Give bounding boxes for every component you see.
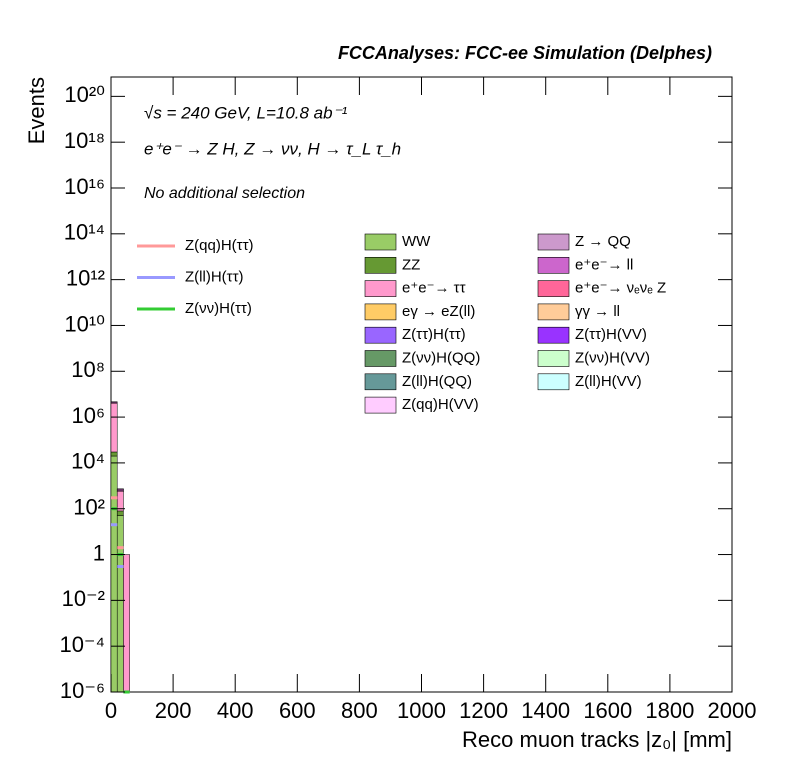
legend-swatch bbox=[364, 350, 397, 367]
y-tick-label: 10¹⁶ bbox=[64, 174, 105, 199]
legend-label: Z → QQ bbox=[575, 233, 631, 250]
x-tick-label: 1600 bbox=[583, 698, 632, 723]
y-axis-label: Events bbox=[24, 77, 49, 144]
histogram-bar bbox=[123, 554, 130, 693]
y-tick-label: 10¹⁸ bbox=[64, 128, 105, 153]
x-tick-label: 800 bbox=[341, 698, 378, 723]
histogram-bar bbox=[110, 455, 118, 693]
x-tick-label: 400 bbox=[217, 698, 254, 723]
y-tick-label: 10¹⁴ bbox=[64, 220, 105, 245]
x-tick-label: 1000 bbox=[397, 698, 446, 723]
annotation: √s = 240 GeV, L=10.8 ab⁻¹ bbox=[144, 103, 348, 122]
legend-label: Z(νν)H(ττ) bbox=[185, 300, 252, 317]
legend-label: eγ → eZ(ll) bbox=[402, 303, 475, 320]
legend-swatch bbox=[364, 256, 397, 274]
annotation: No additional selection bbox=[144, 185, 305, 202]
legend-swatch bbox=[364, 373, 397, 391]
x-tick-label: 1400 bbox=[521, 698, 570, 723]
legend-label: Z(νν)H(QQ) bbox=[402, 349, 480, 366]
legend-swatch bbox=[364, 396, 397, 414]
legend-label: WW bbox=[402, 233, 431, 250]
legend-label: Z(qq)H(VV) bbox=[402, 396, 479, 413]
legend-label: γγ → ll bbox=[575, 303, 620, 320]
x-tick-label: 0 bbox=[105, 698, 117, 723]
legend-label: Z(ττ)H(ττ) bbox=[402, 326, 466, 343]
histogram-bar bbox=[110, 451, 118, 457]
legend-label: e⁺e⁻→ ττ bbox=[402, 280, 466, 297]
legend-swatch bbox=[537, 256, 570, 274]
y-tick-label: 10¹² bbox=[66, 265, 105, 290]
x-tick-label: 1800 bbox=[645, 698, 694, 723]
y-tick-label: 10¹⁰ bbox=[64, 311, 105, 336]
legend-swatch bbox=[364, 233, 397, 251]
legend-swatch bbox=[537, 326, 570, 344]
histogram-bar bbox=[116, 515, 124, 693]
x-tick-label: 2000 bbox=[708, 698, 757, 723]
legend-label: e⁺e⁻→ νₑνₑ Z bbox=[575, 280, 666, 297]
y-tick-label: 10⁴ bbox=[71, 449, 105, 474]
x-tick-label: 200 bbox=[155, 698, 192, 723]
y-tick-label: 10²⁰ bbox=[64, 82, 105, 107]
y-tick-label: 10⁶ bbox=[71, 403, 105, 428]
legend-swatch bbox=[537, 280, 570, 297]
y-tick-label: 10⁻⁶ bbox=[60, 678, 105, 703]
x-tick-label: 1200 bbox=[459, 698, 508, 723]
legend-swatch bbox=[537, 233, 570, 251]
legend-swatch bbox=[364, 303, 397, 321]
histogram-bar bbox=[110, 402, 118, 453]
legend-label: e⁺e⁻→ ll bbox=[575, 256, 633, 273]
histogram-bar bbox=[116, 490, 124, 512]
legend-label: ZZ bbox=[402, 256, 420, 273]
x-axis-label: Reco muon tracks |z₀| [mm] bbox=[462, 727, 732, 752]
legend-swatch bbox=[537, 303, 570, 321]
legend-swatch bbox=[364, 280, 397, 297]
annotation: e⁺e⁻ → Z H, Z → νν, H → τ_L τ_h bbox=[144, 139, 401, 158]
legend-swatch bbox=[364, 326, 397, 344]
legend-label: Z(qq)H(ττ) bbox=[185, 237, 254, 254]
y-tick-label: 10² bbox=[73, 495, 105, 520]
legend-label: Z(ττ)H(VV) bbox=[575, 326, 647, 343]
y-tick-label: 1 bbox=[93, 540, 105, 565]
legend-label: Z(ll)H(VV) bbox=[575, 373, 642, 390]
y-tick-label: 10⁸ bbox=[71, 357, 105, 382]
legend-label: Z(ll)H(ττ) bbox=[185, 268, 244, 285]
y-tick-label: 10⁻⁴ bbox=[59, 632, 105, 657]
legend-label: Z(ll)H(QQ) bbox=[402, 373, 472, 390]
histogram-bar bbox=[116, 510, 124, 516]
legend-label: Z(νν)H(VV) bbox=[575, 349, 650, 366]
y-tick-label: 10⁻² bbox=[62, 586, 105, 611]
legend-swatch bbox=[537, 350, 570, 367]
legend-swatch bbox=[537, 373, 570, 391]
x-tick-label: 600 bbox=[279, 698, 316, 723]
chart-title: FCCAnalyses: FCC-ee Simulation (Delphes) bbox=[338, 43, 712, 63]
